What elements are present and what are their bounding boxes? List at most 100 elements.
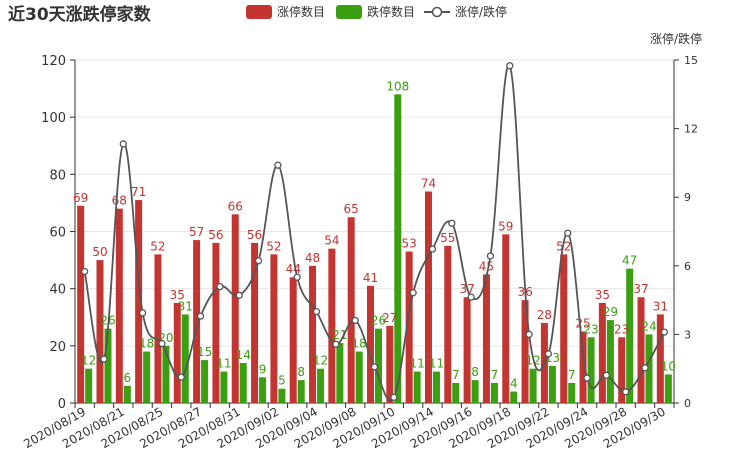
ratio-point <box>119 140 127 148</box>
right-axis-tick-label: 12 <box>684 123 698 136</box>
ratio-point <box>583 374 591 382</box>
ratio-point <box>254 257 263 265</box>
data-label-limit-up: 41 <box>363 271 378 285</box>
bar-limit-up <box>96 260 104 403</box>
bar-limit-down <box>297 380 305 403</box>
bar-limit-down <box>278 388 286 403</box>
legend-label-limit-up: 涨停数目 <box>277 4 325 19</box>
bar-limit-up <box>77 205 85 403</box>
bar-limit-down <box>626 268 634 403</box>
bar-limit-down <box>432 371 440 403</box>
right-axis-label: 涨停/跌停 <box>650 31 702 46</box>
ratio-point <box>81 267 89 276</box>
data-label-limit-up: 56 <box>247 228 262 242</box>
bar-limit-up <box>212 242 220 403</box>
data-label-limit-up: 74 <box>421 176 436 190</box>
data-label-limit-down: 11 <box>410 357 425 371</box>
data-label-limit-up: 28 <box>537 308 552 322</box>
bar-limit-up <box>656 314 664 403</box>
bar-limit-down <box>394 94 402 404</box>
bar-limit-up <box>424 191 432 403</box>
ratio-point <box>196 312 205 320</box>
right-axis-tick-label: 0 <box>684 397 691 410</box>
legend-swatch-limit-up <box>246 5 272 19</box>
left-axis-tick-label: 120 <box>41 54 66 69</box>
ratio-point <box>641 364 649 372</box>
bar-limit-up <box>173 302 181 403</box>
bar-limit-up <box>405 251 413 403</box>
right-axis-tick-label: 15 <box>684 54 698 67</box>
bar-limit-up <box>502 234 510 403</box>
chart-title: 近30天涨跌停家数 <box>8 4 152 25</box>
legend: 涨停数目 跌停数目 涨停/跌停 <box>246 4 507 19</box>
data-label-limit-down: 18 <box>352 337 367 351</box>
data-label-limit-up: 35 <box>170 288 185 302</box>
ratio-point <box>544 350 553 358</box>
bar-limit-down <box>587 337 595 403</box>
data-label-limit-down: 8 <box>471 365 479 379</box>
legend-item-limit-down[interactable]: 跌停数目 <box>336 4 415 19</box>
data-label-limit-down: 47 <box>622 254 637 268</box>
bar-limit-up <box>231 214 239 403</box>
data-label-limit-down: 8 <box>297 365 305 379</box>
data-label-limit-down: 31 <box>178 299 193 313</box>
ratio-point <box>312 307 321 316</box>
bar-limit-up <box>463 297 471 403</box>
bar-limit-down <box>201 360 209 403</box>
data-label-limit-down: 24 <box>641 319 656 333</box>
data-label-limit-up: 48 <box>305 251 320 265</box>
legend-marker-ratio <box>431 6 443 18</box>
data-label-limit-down: 11 <box>429 357 444 371</box>
ratio-line <box>83 64 666 402</box>
bar-limit-down <box>355 351 363 403</box>
ratio-point <box>622 388 630 396</box>
data-label-limit-down: 7 <box>568 368 576 382</box>
data-label-limit-up: 55 <box>440 231 455 245</box>
bar-limit-up <box>598 302 606 403</box>
bar-limit-up <box>154 254 162 403</box>
bar-limit-down <box>220 371 228 403</box>
bar-limit-down <box>645 334 653 403</box>
ratio-point <box>390 393 398 401</box>
legend-item-limit-up[interactable]: 涨停数目 <box>246 4 325 19</box>
bar-limit-down <box>452 382 460 403</box>
data-label-limit-up: 37 <box>633 282 648 296</box>
left-axis-tick-label: 20 <box>49 340 66 355</box>
data-label-limit-up: 23 <box>614 322 629 336</box>
right-axis-tick-label: 9 <box>684 191 691 204</box>
bar-limit-down <box>239 362 247 403</box>
ratio-point <box>100 355 108 363</box>
data-label-limit-up: 59 <box>498 219 513 233</box>
data-label-limit-down: 7 <box>452 368 460 382</box>
data-label-limit-down: 12 <box>313 354 328 368</box>
bar-limit-up <box>270 254 278 403</box>
data-label-limit-up: 53 <box>402 237 417 251</box>
data-label-limit-up: 57 <box>189 225 204 239</box>
ratio-point <box>525 330 533 339</box>
ratio-point <box>158 339 166 348</box>
ratio-point <box>332 340 340 348</box>
legend-item-ratio[interactable]: 涨停/跌停 <box>424 4 507 19</box>
bar-limit-down <box>104 328 112 403</box>
bar-limit-down <box>413 371 421 403</box>
ratio-point <box>351 316 359 325</box>
bar-limit-up <box>560 254 568 403</box>
ratio-point <box>506 62 514 70</box>
data-label-limit-up: 69 <box>73 191 88 205</box>
left-axis-tick-label: 100 <box>41 111 66 126</box>
bar-limit-down <box>510 391 518 403</box>
bar-limit-down <box>85 368 93 403</box>
ratio-point <box>486 252 495 260</box>
bar-limit-down <box>490 382 498 403</box>
bar-limit-up <box>367 285 374 403</box>
bar-limit-down <box>143 351 151 403</box>
right-axis-tick-label: 3 <box>684 328 691 341</box>
data-label-limit-up: 52 <box>150 239 165 253</box>
ratio-point <box>428 245 437 253</box>
bar-limit-down <box>529 368 537 403</box>
legend-swatch-limit-down <box>336 5 362 19</box>
data-label-limit-down: 7 <box>491 368 499 382</box>
ratio-point <box>409 289 417 297</box>
data-label-limit-down: 10 <box>661 359 676 373</box>
